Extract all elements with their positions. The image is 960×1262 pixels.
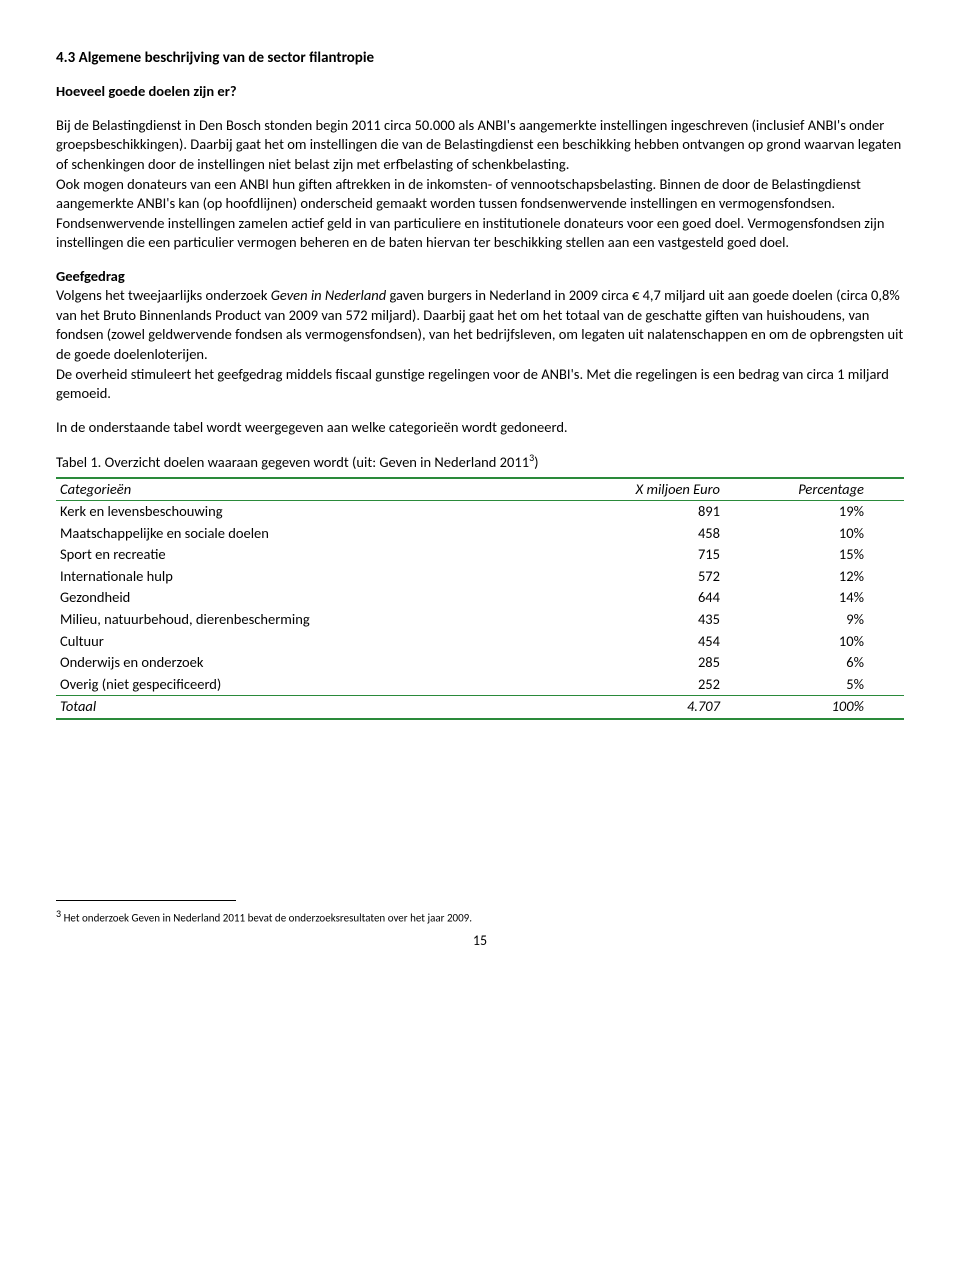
text-italic: Geven in Nederland: [271, 286, 386, 304]
col-header: Categorieën: [56, 478, 596, 501]
table-row: Sport en recreatie 715 15%: [56, 544, 904, 566]
cell: 715: [596, 544, 760, 566]
page-number: 15: [56, 932, 904, 951]
cell: 252: [596, 674, 760, 696]
paragraph: Bij de Belastingdienst in Den Bosch ston…: [56, 116, 904, 253]
cell: Cultuur: [56, 631, 596, 653]
text: Ook mogen donateurs van een ANBI hun gif…: [56, 175, 884, 252]
cell: 454: [596, 631, 760, 653]
text: Tabel 1. Overzicht doelen waaraan gegeve…: [56, 453, 529, 471]
col-header: X miljoen Euro: [596, 478, 760, 501]
table-total-row: Totaal 4.707 100%: [56, 696, 904, 719]
cell: 572: [596, 566, 760, 588]
footnote-text: Het onderzoek Geven in Nederland 2011 be…: [61, 911, 472, 924]
table-caption: Tabel 1. Overzicht doelen waaraan gegeve…: [56, 451, 904, 472]
cell: 5%: [760, 674, 904, 696]
table-row: Overig (niet gespecificeerd) 252 5%: [56, 674, 904, 696]
table-header-row: Categorieën X miljoen Euro Percentage: [56, 478, 904, 501]
table-row: Milieu, natuurbehoud, dierenbescherming …: [56, 609, 904, 631]
cell: 12%: [760, 566, 904, 588]
cell: 4.707: [596, 696, 760, 719]
section-heading: 4.3 Algemene beschrijving van de sector …: [56, 48, 904, 68]
paragraph: In de onderstaande tabel wordt weergegev…: [56, 418, 904, 438]
cell: 458: [596, 523, 760, 545]
text: ): [534, 453, 538, 471]
cell: 891: [596, 501, 760, 523]
cell: 6%: [760, 652, 904, 674]
cell: Gezondheid: [56, 587, 596, 609]
cell: Milieu, natuurbehoud, dierenbescherming: [56, 609, 596, 631]
table-row: Cultuur 454 10%: [56, 631, 904, 653]
cell: 14%: [760, 587, 904, 609]
footnote-separator: [56, 900, 236, 901]
cell: 644: [596, 587, 760, 609]
cell: 10%: [760, 631, 904, 653]
cell: 285: [596, 652, 760, 674]
cell: 15%: [760, 544, 904, 566]
cell: 100%: [760, 696, 904, 719]
cell: 10%: [760, 523, 904, 545]
table-row: Kerk en levensbeschouwing 891 19%: [56, 501, 904, 523]
table-row: Gezondheid 644 14%: [56, 587, 904, 609]
cell: Sport en recreatie: [56, 544, 596, 566]
cell: Totaal: [56, 696, 596, 719]
col-header: Percentage: [760, 478, 904, 501]
data-table: Categorieën X miljoen Euro Percentage Ke…: [56, 477, 904, 720]
table-row: Maatschappelijke en sociale doelen 458 1…: [56, 523, 904, 545]
subheading-1: Hoeveel goede doelen zijn er?: [56, 82, 904, 102]
text: De overheid stimuleert het geefgedrag mi…: [56, 365, 889, 403]
cell: 9%: [760, 609, 904, 631]
cell: Onderwijs en onderzoek: [56, 652, 596, 674]
cell: Internationale hulp: [56, 566, 596, 588]
cell: Maatschappelijke en sociale doelen: [56, 523, 596, 545]
text: Volgens het tweejaarlijks onderzoek: [56, 286, 271, 304]
subheading-2: Geefgedrag: [56, 267, 125, 285]
table-row: Internationale hulp 572 12%: [56, 566, 904, 588]
paragraph: Geefgedrag Volgens het tweejaarlijks ond…: [56, 267, 904, 404]
cell: Kerk en levensbeschouwing: [56, 501, 596, 523]
text: Bij de Belastingdienst in Den Bosch ston…: [56, 116, 901, 173]
cell: 19%: [760, 501, 904, 523]
table-row: Onderwijs en onderzoek 285 6%: [56, 652, 904, 674]
cell: Overig (niet gespecificeerd): [56, 674, 596, 696]
footnote: 3 Het onderzoek Geven in Nederland 2011 …: [56, 907, 904, 927]
cell: 435: [596, 609, 760, 631]
